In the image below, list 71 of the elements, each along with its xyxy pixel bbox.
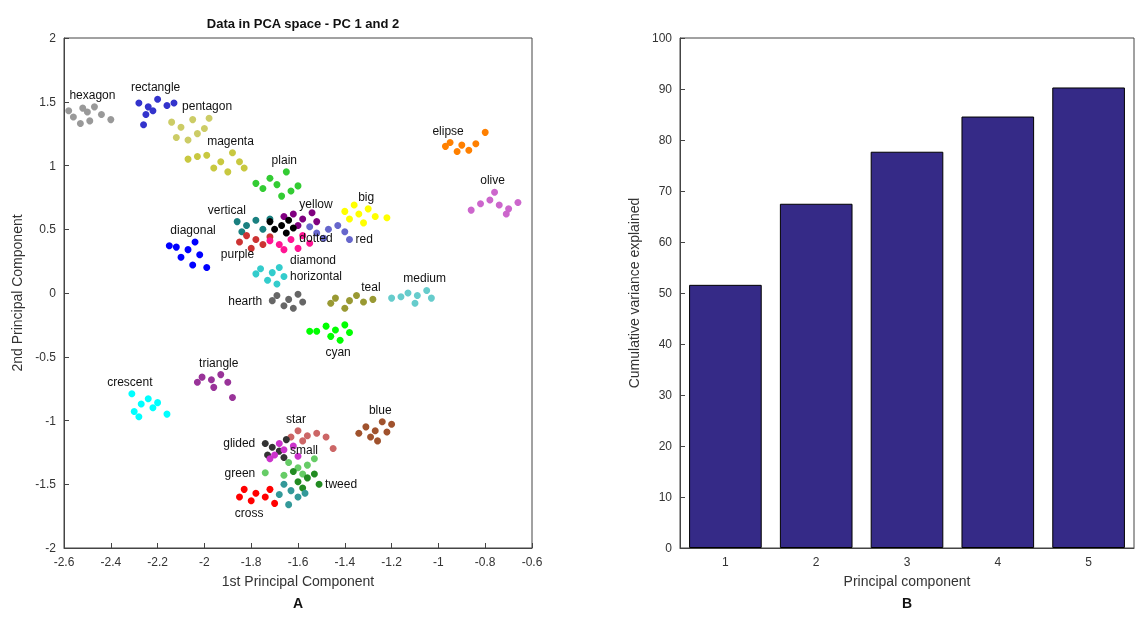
series-label: medium	[403, 271, 447, 286]
y-tick-label: -0.5	[35, 349, 57, 364]
series-label: plain	[271, 152, 297, 167]
text: B	[902, 595, 913, 611]
series-label: vertical	[207, 203, 246, 218]
x-tick-label: 1	[722, 555, 730, 569]
x-tick-label: -0.6	[521, 555, 543, 569]
y-axis-title: 2nd Principal Component	[9, 214, 26, 372]
series-label: blue	[368, 402, 392, 417]
series-label: olive	[480, 173, 506, 188]
y-axis-title: Cumulative variance explained	[626, 197, 643, 389]
series-label: green	[224, 465, 256, 480]
series-label: magenta	[207, 133, 255, 148]
series-label: yellow	[299, 196, 333, 211]
y-tick-label: 100	[651, 31, 673, 45]
series-label: hearth	[228, 293, 263, 308]
y-tick-label: 0	[665, 541, 673, 555]
y-tick-label: -2	[45, 541, 57, 555]
chart-title: Data in PCA space - PC 1 and 2	[206, 16, 400, 31]
series-label: red	[355, 232, 373, 247]
x-tick-label: -2	[199, 555, 211, 569]
y-tick-label: 0	[49, 286, 57, 300]
series-label: tweed	[325, 477, 358, 492]
y-tick-label: 1	[49, 158, 57, 173]
series-label: crescent	[107, 374, 154, 389]
y-tick-label: -1.5	[35, 477, 57, 492]
series-label: big	[358, 189, 375, 204]
x-tick-label: -1.2	[381, 555, 403, 569]
y-tick-label: 20	[658, 439, 673, 453]
y-tick-label: 10	[658, 490, 673, 504]
x-tick-label: -1.4	[334, 555, 356, 569]
series-label: teal	[361, 280, 381, 295]
y-tick-label: 90	[658, 82, 673, 96]
y-tick-label: 30	[658, 388, 673, 402]
series-label: hexagon	[69, 87, 116, 102]
series-label: small	[289, 442, 318, 457]
y-tick-label: 80	[658, 133, 673, 147]
x-axis-title: Principal component	[843, 573, 971, 589]
text: A	[293, 595, 304, 611]
x-tick-label: -2.2	[147, 555, 169, 569]
y-tick-label: 40	[658, 337, 673, 351]
series-label: elipse	[432, 123, 465, 138]
x-tick-label: 2	[812, 555, 820, 569]
y-tick-label: -1	[45, 413, 57, 428]
series-label: horizontal	[289, 269, 342, 284]
series-label: cross	[234, 505, 264, 520]
x-tick-label: -1.8	[240, 555, 262, 569]
x-tick-label: 4	[994, 555, 1002, 569]
series-label: triangle	[199, 355, 239, 370]
y-tick-label: 2	[49, 31, 57, 45]
series-label: star	[286, 411, 307, 426]
x-tick-label: -2.6	[53, 555, 75, 569]
series-label: pentagon	[182, 99, 233, 114]
x-tick-label: 3	[903, 555, 911, 569]
x-tick-label: -2.4	[100, 555, 122, 569]
series-label: cyan	[325, 345, 351, 360]
y-tick-label: 0.5	[39, 222, 57, 237]
y-tick-label: 60	[658, 235, 673, 249]
series-label: diagonal	[170, 223, 216, 237]
series-label: glided	[223, 436, 256, 451]
y-tick-label: 70	[658, 184, 673, 198]
x-tick-label: 5	[1085, 555, 1093, 569]
y-tick-label: 1.5	[39, 94, 57, 109]
series-label: diamond	[289, 252, 336, 267]
series-label: purple	[220, 247, 255, 261]
x-tick-label: -1.6	[287, 555, 309, 569]
series-label: rectangle	[130, 80, 181, 95]
x-tick-label: -1	[433, 555, 445, 569]
y-tick-label: 50	[658, 286, 673, 300]
x-axis-title: 1st Principal Component	[221, 573, 375, 589]
x-tick-label: -0.8	[474, 555, 496, 569]
